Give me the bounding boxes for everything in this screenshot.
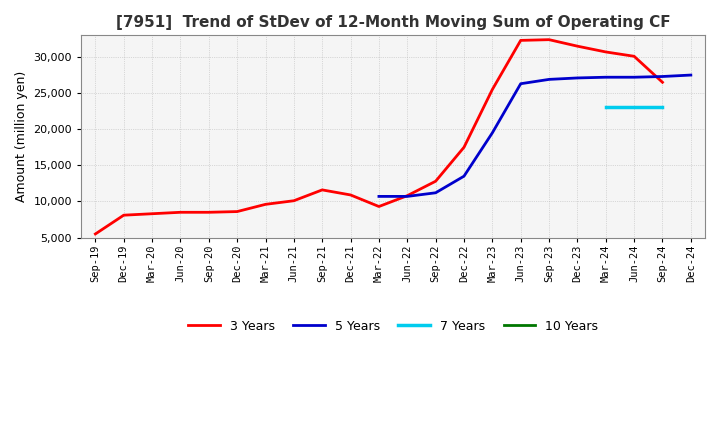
Y-axis label: Amount (million yen): Amount (million yen) [15,71,28,202]
Title: [7951]  Trend of StDev of 12-Month Moving Sum of Operating CF: [7951] Trend of StDev of 12-Month Moving… [116,15,670,30]
Legend: 3 Years, 5 Years, 7 Years, 10 Years: 3 Years, 5 Years, 7 Years, 10 Years [184,315,603,337]
